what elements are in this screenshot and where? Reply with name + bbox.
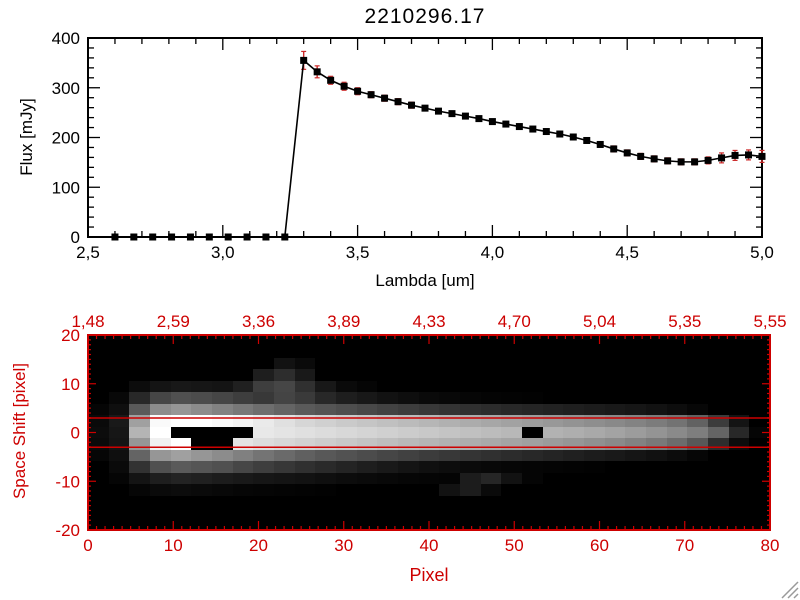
resize-grip-icon[interactable] (787, 587, 799, 599)
image-x-tick-label: 70 (675, 536, 694, 555)
data-marker (650, 155, 658, 163)
data-marker (262, 233, 270, 241)
x-tick-label: 3,0 (211, 243, 235, 262)
data-marker (111, 233, 119, 241)
y-tick-label: 300 (52, 79, 80, 98)
data-marker (421, 104, 429, 112)
data-marker (327, 76, 335, 84)
data-marker (340, 82, 348, 90)
data-marker (556, 130, 564, 138)
wavelength-top-axis-label: 5,35 (668, 312, 701, 331)
data-marker (677, 158, 685, 166)
image-x-tick-label: 0 (83, 536, 92, 555)
data-marker (281, 233, 289, 241)
data-marker (408, 101, 416, 109)
resize-grip-icon[interactable] (781, 581, 799, 599)
image-y-tick-label: 10 (61, 375, 80, 394)
data-marker (515, 123, 523, 131)
image-x-tick-label: 80 (761, 536, 780, 555)
image-y-tick-label: -10 (55, 472, 80, 491)
data-marker (461, 112, 469, 120)
data-marker (758, 152, 766, 160)
wavelength-top-axis-label: 5,55 (753, 312, 786, 331)
data-marker (313, 68, 321, 76)
wavelength-top-axis-label: 1,48 (71, 312, 104, 331)
data-marker (502, 120, 510, 128)
data-marker (718, 154, 726, 162)
data-marker (745, 151, 753, 159)
image-x-tick-label: 10 (164, 536, 183, 555)
data-marker (569, 133, 577, 141)
x-tick-label: 4,5 (615, 243, 639, 262)
lambda-axis-label: Lambda [um] (375, 271, 475, 290)
image-x-tick-label: 20 (249, 536, 268, 555)
x-tick-label: 2,5 (76, 243, 100, 262)
data-marker (529, 125, 537, 133)
wavelength-top-axis-label: 4,33 (412, 312, 445, 331)
resize-grip-icon[interactable] (793, 593, 799, 599)
plot-title: 2210296.17 (364, 5, 486, 28)
data-marker (186, 233, 194, 241)
data-marker (542, 128, 550, 136)
image-x-tick-label: 50 (505, 536, 524, 555)
spectrum-line (114, 58, 763, 238)
data-marker (623, 149, 631, 157)
image-y-tick-label: -20 (55, 521, 80, 540)
data-marker (475, 115, 483, 123)
image-x-tick-label: 60 (590, 536, 609, 555)
data-marker (664, 157, 672, 165)
image-y-tick-label: 0 (71, 424, 80, 443)
spectrum-plot-border (87, 37, 763, 238)
data-marker (224, 233, 232, 241)
x-tick-label: 5,0 (750, 243, 774, 262)
wavelength-top-axis-label: 5,04 (583, 312, 616, 331)
y-tick-label: 0 (71, 228, 80, 247)
data-marker (488, 118, 496, 126)
data-marker (704, 156, 712, 164)
data-marker (130, 233, 138, 241)
data-marker (583, 136, 591, 144)
data-marker (300, 56, 308, 64)
data-marker (205, 233, 213, 241)
spectral-image-canvas (88, 335, 770, 530)
data-marker (637, 152, 645, 160)
data-marker (731, 151, 739, 159)
data-marker (434, 107, 442, 115)
image-y-tick-label: 20 (61, 326, 80, 345)
data-marker (367, 91, 375, 99)
x-tick-label: 4,0 (481, 243, 505, 262)
y-tick-label: 200 (52, 129, 80, 148)
y-tick-label: 400 (52, 29, 80, 48)
y-tick-label: 100 (52, 178, 80, 197)
image-x-tick-label: 30 (334, 536, 353, 555)
data-marker (610, 145, 618, 153)
data-marker (149, 233, 157, 241)
wavelength-top-axis-label: 3,89 (327, 312, 360, 331)
wavelength-top-axis-label: 2,59 (157, 312, 190, 331)
data-marker (448, 110, 456, 118)
flux-axis-label: Flux [mJy] (17, 98, 36, 176)
space-shift-axis-label: Space Shift [pixel] (10, 362, 29, 500)
data-marker (243, 233, 251, 241)
data-marker (354, 87, 362, 95)
image-x-tick-label: 40 (420, 536, 439, 555)
data-marker (691, 158, 699, 166)
data-marker (596, 140, 604, 148)
data-marker (381, 94, 389, 102)
data-marker (168, 233, 176, 241)
x-tick-label: 3,5 (346, 243, 370, 262)
pixel-axis-label: Pixel (409, 565, 449, 585)
wavelength-top-axis-label: 4,70 (498, 312, 531, 331)
data-marker (394, 98, 402, 106)
wavelength-top-axis-label: 3,36 (242, 312, 275, 331)
